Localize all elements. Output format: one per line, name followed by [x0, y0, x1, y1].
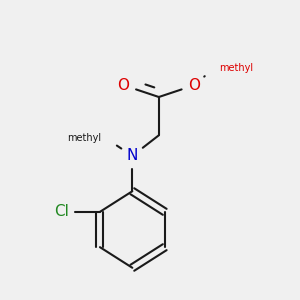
- Text: methyl: methyl: [219, 63, 253, 73]
- Text: O: O: [118, 78, 130, 93]
- Text: Cl: Cl: [54, 204, 69, 219]
- Text: N: N: [127, 148, 138, 164]
- Text: methyl: methyl: [67, 133, 101, 143]
- Text: O: O: [188, 78, 200, 93]
